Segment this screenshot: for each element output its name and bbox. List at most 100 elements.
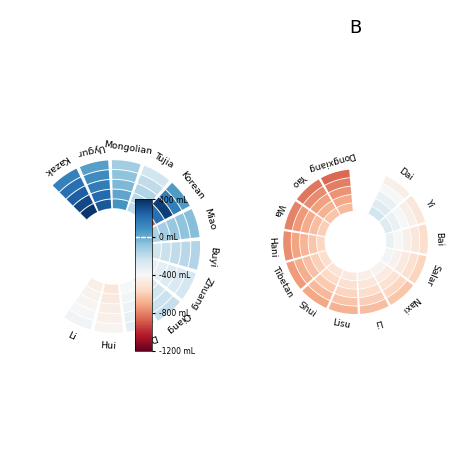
Polygon shape (166, 183, 190, 210)
Polygon shape (409, 255, 426, 283)
Polygon shape (337, 203, 353, 215)
Polygon shape (379, 271, 400, 290)
Polygon shape (294, 258, 313, 283)
Polygon shape (81, 286, 101, 301)
Polygon shape (372, 199, 391, 216)
Polygon shape (60, 178, 84, 199)
Polygon shape (95, 200, 111, 211)
Polygon shape (324, 209, 340, 224)
Polygon shape (67, 186, 89, 206)
Polygon shape (315, 274, 336, 292)
Text: Shui: Shui (296, 300, 318, 319)
Polygon shape (332, 294, 357, 306)
Polygon shape (103, 284, 119, 293)
Polygon shape (321, 170, 350, 185)
Polygon shape (402, 228, 411, 251)
Text: Buyi: Buyi (207, 246, 218, 267)
Polygon shape (183, 209, 200, 238)
Polygon shape (302, 256, 319, 278)
Polygon shape (333, 195, 352, 207)
Polygon shape (112, 160, 141, 173)
Text: Uygur: Uygur (76, 142, 106, 158)
Polygon shape (292, 232, 301, 258)
Polygon shape (359, 284, 381, 297)
Polygon shape (53, 169, 80, 191)
Polygon shape (75, 294, 98, 310)
Polygon shape (159, 190, 181, 215)
Polygon shape (376, 191, 397, 210)
Polygon shape (284, 201, 302, 230)
Polygon shape (153, 197, 173, 219)
Polygon shape (80, 160, 109, 175)
Text: Li: Li (66, 330, 77, 342)
Polygon shape (379, 184, 403, 204)
Polygon shape (405, 196, 425, 224)
Polygon shape (369, 207, 384, 221)
Text: Wa: Wa (272, 202, 285, 219)
Polygon shape (309, 280, 333, 300)
Polygon shape (160, 264, 177, 287)
Polygon shape (121, 289, 141, 303)
Polygon shape (392, 207, 409, 228)
Polygon shape (131, 193, 150, 210)
Polygon shape (309, 235, 318, 254)
Polygon shape (318, 220, 330, 236)
Polygon shape (325, 178, 351, 192)
Text: Korean: Korean (179, 170, 206, 201)
Polygon shape (123, 298, 145, 312)
Polygon shape (387, 281, 413, 305)
Polygon shape (358, 277, 377, 289)
Polygon shape (286, 261, 306, 289)
Polygon shape (383, 276, 406, 297)
Text: Dong: Dong (132, 332, 158, 349)
Polygon shape (375, 265, 393, 283)
Polygon shape (119, 280, 136, 293)
Polygon shape (292, 206, 309, 232)
Polygon shape (386, 212, 401, 231)
Polygon shape (138, 277, 157, 295)
Polygon shape (64, 310, 93, 329)
Text: Dongxiang: Dongxiang (307, 150, 356, 173)
Text: B: B (349, 19, 362, 37)
Polygon shape (360, 299, 389, 314)
Text: Zhuang: Zhuang (189, 274, 214, 311)
Polygon shape (73, 195, 93, 212)
Text: Bai: Bai (434, 231, 444, 246)
Polygon shape (167, 267, 186, 293)
Text: Salar: Salar (423, 263, 441, 287)
Polygon shape (399, 201, 417, 226)
Polygon shape (152, 262, 168, 281)
Text: Qiang: Qiang (164, 310, 191, 335)
Polygon shape (126, 315, 155, 332)
Polygon shape (328, 302, 358, 314)
Polygon shape (401, 253, 418, 279)
Polygon shape (113, 200, 128, 210)
Polygon shape (317, 236, 326, 252)
Text: Hani: Hani (267, 236, 277, 257)
Text: Hui: Hui (100, 340, 116, 350)
Polygon shape (157, 222, 170, 241)
Text: Yi: Yi (424, 198, 435, 209)
Polygon shape (140, 212, 155, 228)
Polygon shape (144, 258, 158, 275)
Polygon shape (371, 260, 386, 275)
Polygon shape (385, 232, 394, 248)
Polygon shape (170, 242, 181, 264)
Polygon shape (99, 303, 121, 313)
Polygon shape (148, 290, 173, 312)
Polygon shape (101, 293, 120, 303)
Polygon shape (166, 218, 180, 240)
Text: Mongolian: Mongolian (103, 140, 153, 156)
Text: Yao: Yao (291, 172, 308, 189)
Polygon shape (96, 312, 122, 323)
Polygon shape (304, 187, 327, 209)
Text: Li: Li (373, 317, 383, 328)
Polygon shape (141, 166, 169, 187)
Polygon shape (124, 306, 150, 322)
Polygon shape (88, 180, 110, 193)
Polygon shape (310, 194, 331, 214)
Polygon shape (148, 226, 161, 242)
Polygon shape (160, 243, 171, 262)
Polygon shape (112, 180, 135, 191)
Polygon shape (300, 234, 310, 256)
